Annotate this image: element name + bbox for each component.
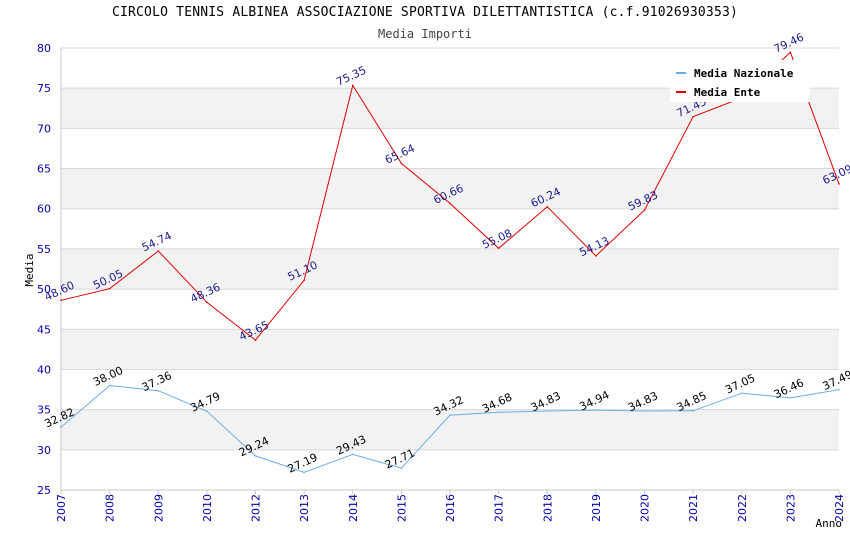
y-tick-label: 50: [37, 283, 51, 296]
x-tick-label: 2023: [784, 494, 797, 522]
x-axis-title: Anno: [816, 517, 843, 530]
x-tick-label: 2017: [493, 494, 506, 522]
data-point: [595, 409, 597, 411]
data-point: [449, 202, 451, 205]
series-lines: [60, 51, 840, 474]
data-point: [351, 453, 354, 456]
y-tick-label: 25: [37, 484, 51, 497]
data-point: [157, 389, 160, 392]
x-tick-label: 2012: [250, 494, 263, 522]
data-point: [60, 426, 62, 428]
data-point: [351, 84, 354, 87]
data-point: [206, 410, 208, 413]
x-tick-label: 2021: [687, 494, 700, 522]
x-tick-label: 2022: [736, 494, 749, 522]
data-point: [789, 51, 792, 54]
data-point: [254, 455, 257, 457]
data-point: [643, 209, 646, 211]
grid-lines: [60, 47, 839, 491]
data-point: [254, 339, 257, 341]
data-point: [206, 301, 208, 304]
y-tick-label: 55: [37, 243, 51, 256]
data-point: [838, 183, 840, 185]
y-tick-label: 70: [37, 122, 51, 135]
plot-band: [61, 369, 839, 410]
plot-band: [61, 208, 839, 249]
data-point: [497, 247, 500, 250]
data-point: [449, 414, 451, 416]
data-point: [595, 255, 597, 257]
x-tick-label: 2024: [833, 494, 846, 522]
y-tick-label: 80: [37, 42, 51, 55]
plot-band: [61, 329, 839, 370]
data-point: [400, 467, 403, 470]
data-point: [789, 397, 792, 399]
y-tick-label: 60: [37, 203, 51, 216]
x-tick-label: 2015: [395, 494, 408, 522]
y-tick-label: 75: [37, 82, 51, 95]
x-tick-label: 2016: [444, 494, 457, 522]
x-tick-label: 2008: [104, 494, 117, 522]
data-point: [838, 388, 840, 391]
y-tick-label: 35: [37, 404, 51, 417]
data-point: [692, 115, 694, 118]
data-point: [60, 299, 62, 302]
y-tick-label: 65: [37, 163, 51, 176]
data-point: [400, 162, 403, 165]
data-point: [108, 384, 111, 387]
x-tick-label: 2018: [541, 494, 554, 522]
legend: Media Nazionale Media Ente: [670, 60, 810, 102]
x-tick-label: 2007: [55, 494, 68, 522]
y-axis-ticks: 25 30 35 40 45 50 55 60 65 70 75 80: [37, 42, 51, 497]
y-tick-label: 40: [37, 363, 51, 376]
data-point: [157, 250, 160, 252]
plot-band: [61, 289, 839, 330]
chart-subtitle: Media Importi: [378, 27, 472, 41]
legend-box: [670, 60, 810, 102]
legend-label: Media Ente: [694, 86, 761, 99]
data-point: [303, 471, 305, 474]
plot-background-bands: [61, 48, 839, 490]
plot-band: [61, 248, 839, 290]
plot-band: [61, 128, 839, 169]
chart-title: CIRCOLO TENNIS ALBINEA ASSOCIAZIONE SPOR…: [111, 5, 739, 20]
x-tick-label: 2013: [298, 494, 311, 522]
y-axis-title: Media: [23, 253, 36, 286]
plot-band: [61, 409, 839, 450]
plot-band: [61, 168, 839, 209]
data-point: [740, 392, 743, 394]
data-point: [692, 410, 694, 412]
x-tick-label: 2020: [639, 494, 652, 522]
x-axis-ticks: 2007 2008 2009 2010 2012 2013 2014 2015 2016 2017…: [55, 490, 846, 522]
y-tick-label: 30: [37, 444, 51, 457]
data-point: [546, 410, 549, 412]
x-tick-label: 2009: [152, 494, 165, 522]
data-point: [497, 411, 500, 414]
x-tick-label: 2010: [201, 494, 214, 522]
data-point: [303, 279, 305, 282]
x-tick-label: 2019: [590, 494, 603, 522]
data-point: [643, 410, 646, 412]
legend-label: Media Nazionale: [694, 67, 794, 80]
data-point: [108, 287, 111, 290]
data-point: [546, 205, 549, 208]
plot-band: [61, 449, 839, 490]
x-tick-label: 2014: [347, 494, 360, 522]
y-tick-label: 45: [37, 323, 51, 336]
